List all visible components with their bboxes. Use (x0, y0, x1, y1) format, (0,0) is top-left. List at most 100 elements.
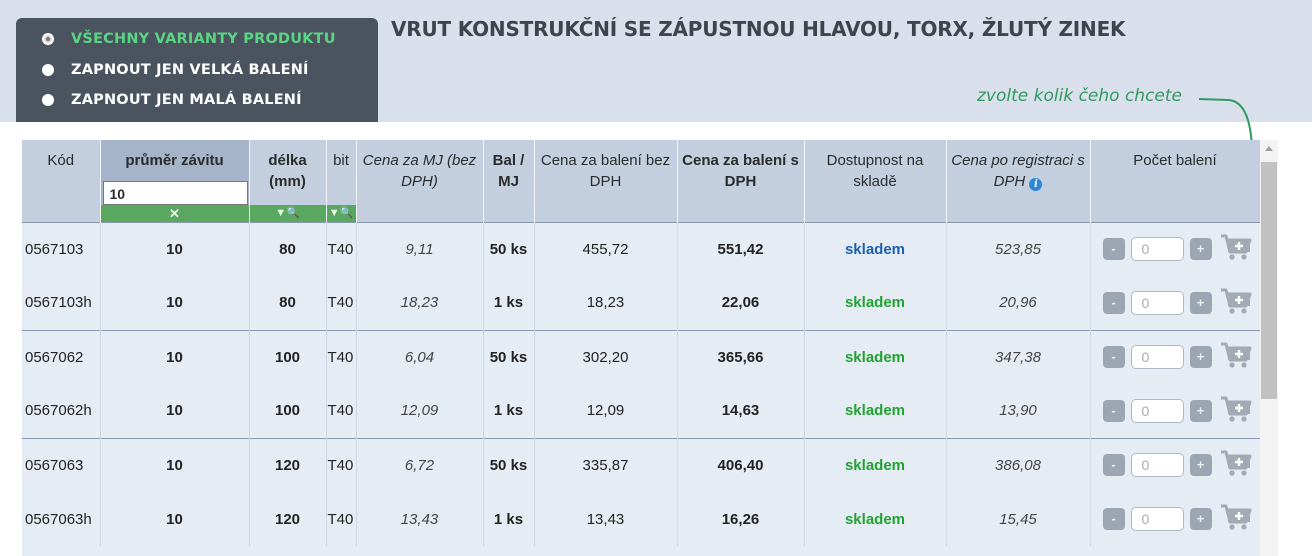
header-length[interactable]: délka (mm) ▼🔍 (249, 140, 327, 222)
add-to-cart-icon[interactable] (1220, 449, 1252, 481)
increment-button[interactable]: + (1189, 508, 1212, 530)
quantity-input[interactable]: 0 (1130, 453, 1184, 478)
add-to-cart-icon[interactable] (1220, 341, 1252, 373)
increment-button[interactable]: + (1189, 291, 1212, 314)
header-stock[interactable]: Dostupnost na skladě (804, 140, 947, 222)
quantity-input[interactable]: 0 (1130, 290, 1184, 315)
header-price-mj-label: Cena za MJ (bez DPH) (362, 152, 477, 190)
cell-code: 0567062 (22, 329, 101, 384)
cell-price-reg: 15,45 (946, 492, 1091, 546)
stock-status-link[interactable]: skladem (844, 240, 906, 258)
add-to-cart-icon[interactable] (1220, 503, 1252, 535)
decrement-button[interactable]: - (1102, 238, 1125, 261)
cell-qty: -0 + (1090, 437, 1260, 492)
header-price-reg[interactable]: Cena po registraci s DPH i (946, 140, 1091, 222)
header-price-pack-excl[interactable]: Cena za balení bez DPH (534, 140, 678, 222)
increment-button[interactable]: + (1189, 454, 1212, 477)
cell-price-pack-incl: 16,26 (677, 492, 805, 546)
header-price-pack-excl-label: Cena za balení bez DPH (540, 152, 671, 190)
cell-price-pack-excl: 302,20 (534, 329, 678, 384)
quantity-input[interactable]: 0 (1130, 398, 1184, 423)
header-price-pack-incl-label: Cena za balení s DPH (682, 152, 799, 190)
cell-qty: -0 + (1090, 384, 1260, 438)
decrement-button[interactable]: - (1102, 508, 1125, 530)
diameter-filter-input[interactable]: 10 (102, 181, 248, 205)
header-code-label: Kód (47, 152, 75, 169)
cell-bit: T40 (326, 276, 357, 330)
scroll-up-icon[interactable] (1265, 146, 1273, 151)
cell-stock: skladem (804, 384, 947, 438)
cell-price-pack-excl: 13,43 (534, 492, 678, 546)
cell-price-reg: 13,90 (946, 384, 1091, 438)
cell-qty: -0 + (1090, 276, 1260, 330)
cell-qty: -0 + (1090, 221, 1260, 276)
cell-price-pack-incl: 14,63 (677, 384, 805, 438)
table-row: 0567103h 10 80 T40 18,23 1 ks 18,23 22,06 sklade… (22, 276, 1260, 330)
cell-stock: skladem (804, 329, 947, 384)
radio-icon[interactable] (42, 94, 54, 106)
increment-button[interactable]: + (1189, 399, 1212, 422)
quantity-input[interactable]: 0 (1130, 237, 1184, 262)
variant-filter-panel: VŠECHNY VARIANTY PRODUKTU ZAPNOUT JEN VE… (16, 18, 378, 122)
bit-filter-icon[interactable]: ▼🔍 (326, 204, 356, 222)
stock-status-link[interactable]: skladem (844, 294, 906, 312)
cell-diameter: 10 (100, 384, 250, 438)
filter-option-label: VŠECHNY VARIANTY PRODUKTU (71, 31, 336, 47)
increment-button[interactable]: + (1189, 346, 1212, 369)
cell-stock: skladem (804, 221, 947, 276)
cell-price-reg: 347,38 (946, 329, 1091, 384)
cell-price-reg: 386,08 (946, 437, 1091, 492)
radio-icon[interactable] (42, 64, 54, 76)
cell-price-reg: 20,96 (946, 276, 1091, 330)
add-to-cart-icon[interactable] (1220, 287, 1252, 319)
cell-price-pack-incl: 551,42 (677, 221, 805, 276)
cell-qty: -0 + (1090, 329, 1260, 384)
add-to-cart-icon[interactable] (1220, 395, 1252, 427)
info-icon[interactable]: i (1029, 178, 1043, 191)
radio-selected-icon[interactable] (42, 33, 54, 45)
cell-price-pack-excl: 18,23 (534, 276, 678, 330)
cell-bit: T40 (326, 437, 357, 492)
product-title: VRUT KONSTRUKČNÍ SE ZÁPUSTNOU HLAVOU, TO… (391, 17, 1126, 41)
cell-price-pack-excl: 335,87 (534, 437, 678, 492)
decrement-button[interactable]: - (1102, 291, 1125, 314)
vertical-scrollbar[interactable] (1260, 140, 1278, 556)
quantity-input[interactable]: 0 (1130, 507, 1184, 531)
stock-status-link[interactable]: skladem (844, 510, 906, 528)
table-row: 0567062 10 100 T40 6,04 50 ks 302,20 365,66 skla… (22, 329, 1260, 384)
length-filter-icon[interactable]: ▼🔍 (249, 204, 326, 222)
header-qty-label: Počet balení (1133, 152, 1217, 169)
scroll-thumb[interactable] (1261, 162, 1277, 399)
add-to-cart-icon[interactable] (1220, 233, 1252, 265)
decrement-button[interactable]: - (1102, 346, 1125, 369)
filter-option-label: ZAPNOUT JEN MALÁ BALENÍ (71, 92, 302, 108)
cell-price-mj: 13,43 (356, 492, 484, 546)
cell-stock: skladem (804, 276, 947, 330)
decrement-button[interactable]: - (1102, 454, 1125, 477)
cell-code: 0567063h (22, 492, 101, 546)
cell-price-mj: 6,04 (356, 329, 484, 384)
stock-status-link[interactable]: skladem (844, 456, 906, 474)
quantity-stepper: -0 + (1093, 341, 1258, 373)
stock-status-link[interactable]: skladem (844, 402, 906, 420)
quantity-input[interactable]: 0 (1130, 345, 1184, 370)
header-code[interactable]: Kód (22, 140, 101, 222)
filter-option-all[interactable]: VŠECHNY VARIANTY PRODUKTU (42, 28, 336, 50)
filter-option-large[interactable]: ZAPNOUT JEN VELKÁ BALENÍ (42, 59, 309, 81)
filter-option-small[interactable]: ZAPNOUT JEN MALÁ BALENÍ (42, 89, 302, 111)
cell-stock: skladem (804, 492, 947, 546)
cell-pack: 1 ks (483, 276, 535, 330)
header-pack[interactable]: Bal / MJ (483, 140, 535, 222)
header-price-mj[interactable]: Cena za MJ (bez DPH) (356, 140, 484, 222)
clear-filter-icon[interactable]: ✕ (100, 204, 249, 222)
quantity-stepper: -0 + (1093, 233, 1258, 265)
stock-status-link[interactable]: skladem (844, 348, 906, 366)
header-price-pack-incl[interactable]: Cena za balení s DPH (677, 140, 805, 222)
header-diameter[interactable]: průměr závitu 10 ✕ (100, 140, 250, 222)
decrement-button[interactable]: - (1102, 399, 1125, 422)
table-row: 0567062h 10 100 T40 12,09 1 ks 12,09 14,63 sklad… (22, 384, 1260, 438)
header-bit[interactable]: bit ▼🔍 (326, 140, 357, 222)
table-row: 0567063h 10 120 T40 13,43 1 ks 13,43 16,26 sklad… (22, 492, 1260, 546)
increment-button[interactable]: + (1189, 238, 1212, 261)
cell-pack: 1 ks (483, 384, 535, 438)
